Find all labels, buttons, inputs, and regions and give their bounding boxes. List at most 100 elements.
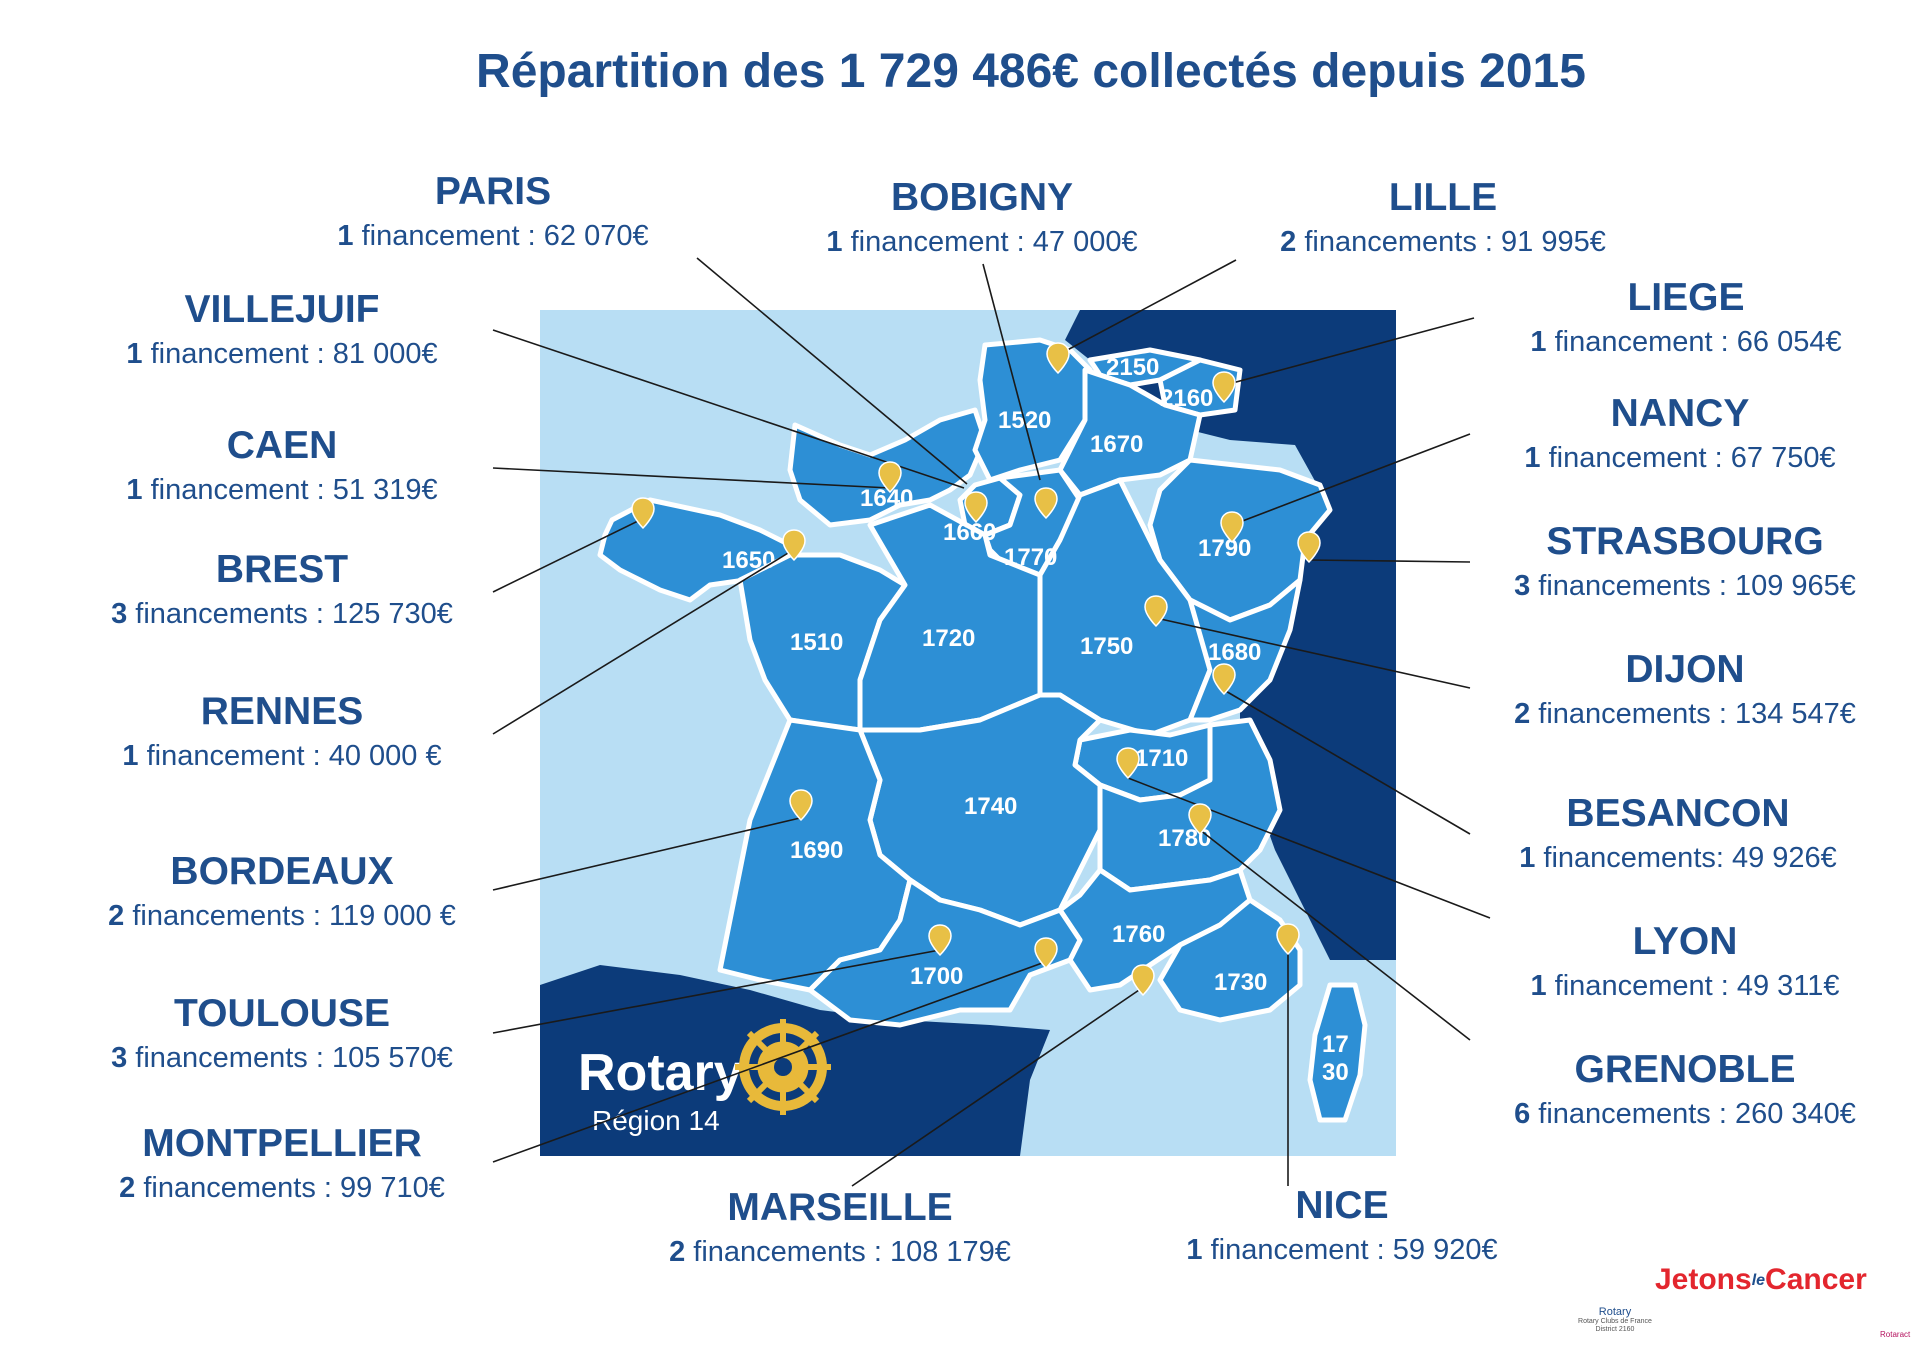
cancer-word: Cancer [1765,1263,1867,1296]
pin-icon-lyon [1116,747,1140,780]
funding-count: 3 [111,1042,128,1074]
region-label-1790: 1790 [1198,535,1251,562]
city-name: RENNES [200,690,364,733]
city-funding: 1 financement : 47 000€ [702,224,1262,260]
leader-line-marseille [851,987,1143,1187]
funding-count: 1 [122,740,139,772]
leader-line-paris [696,257,968,485]
city-funding: 1 financement : 51 319€ [2,472,562,508]
pin-icon-lille [1046,342,1070,375]
leader-line-nancy [1231,433,1471,526]
city-toulouse: TOULOUSE 3 financements : 105 570€ [2,990,562,1076]
pin-icon-brest [631,497,655,530]
funding-detail: financements : 99 710€ [135,1172,445,1204]
funding-count: 2 [119,1172,136,1204]
funding-detail: financement : 67 750€ [1540,442,1836,474]
city-funding: 1 financement : 67 750€ [1400,440,1920,476]
funding-detail: financement : 81 000€ [142,338,438,370]
city-name: LYON [1632,920,1738,963]
city-liege: LIEGE 1 financement : 66 054€ [1406,274,1920,360]
city-bobigny: BOBIGNY 1 financement : 47 000€ [702,174,1262,260]
leader-line-lille [1057,259,1237,356]
region-label-1730: 1730 [1214,969,1267,996]
pin-icon-bobigny [1034,487,1058,520]
region-label-1680: 1680 [1208,639,1261,666]
rotary-district-sub1: Rotary Clubs de France [1578,1318,1652,1325]
funding-count: 1 [337,220,354,252]
city-name: GRENOBLE [1574,1048,1796,1091]
leader-line-montpellier [492,961,1046,1163]
city-villejuif: VILLEJUIF 1 financement : 81 000€ [2,286,562,372]
city-lille: LILLE 2 financements : 91 995€ [1163,174,1723,260]
leader-line-brest [492,519,641,593]
city-name: TOULOUSE [174,992,390,1035]
leader-line-rennes [492,549,794,735]
city-dijon: DIJON 2 financements : 134 547€ [1405,646,1920,732]
map-regions [597,337,1368,1123]
city-funding: 6 financements : 260 340€ [1405,1096,1920,1132]
city-nice: NICE 1 financement : 59 920€ [1062,1182,1622,1268]
city-name: NANCY [1610,392,1750,435]
rotary-logo-word: Rotary [578,1044,743,1102]
funding-detail: financements : 119 000 € [124,900,456,932]
funding-detail: financements : 108 179€ [685,1236,1011,1268]
city-name: BREST [215,548,349,591]
leader-line-dijon [1155,617,1471,689]
city-funding: 1 financements: 49 926€ [1398,840,1920,876]
city-name: BOBIGNY [890,176,1073,219]
leader-line-lyon [1127,777,1491,919]
region-label-1760: 1760 [1112,921,1165,948]
region-1670-shape [1057,367,1203,498]
leader-line-bordeaux [492,817,801,891]
funding-detail: financement : 49 311€ [1546,970,1840,1002]
city-name: LILLE [1388,176,1498,219]
rotary-district-logo: Rotary Rotary Clubs de France District 2… [1575,1306,1655,1334]
pin-icon-dijon [1144,595,1168,628]
region-label-1770: 1770 [1004,544,1057,571]
rotary-wheel-icon [735,1019,831,1115]
funding-detail: financements: 49 926€ [1535,842,1837,874]
region-corse-shape [1307,982,1368,1123]
city-funding: 1 financement : 49 311€ [1405,968,1920,1004]
funding-detail: financements : 109 965€ [1530,570,1856,602]
city-funding: 1 financement : 40 000 € [2,738,562,774]
funding-count: 2 [669,1236,686,1268]
funding-count: 1 [1519,842,1536,874]
city-name: NICE [1295,1184,1389,1227]
leader-line-toulouse [492,949,941,1034]
city-funding: 3 financements : 109 965€ [1405,568,1920,604]
region-label-1750: 1750 [1080,633,1133,660]
region-labels: 1520 2150 2160 1670 1640 1660 1770 1790 … [722,354,1349,1086]
city-funding: 2 financements : 99 710€ [2,1170,562,1206]
city-funding: 2 financements : 134 547€ [1405,696,1920,732]
pin-icon-nice [1276,923,1300,956]
funding-detail: financement : 47 000€ [842,226,1138,258]
city-funding: 1 financement : 59 920€ [1062,1232,1622,1268]
region-label-1710: 1710 [1135,745,1188,772]
city-funding: 1 financement : 81 000€ [2,336,562,372]
city-nancy: NANCY 1 financement : 67 750€ [1400,390,1920,476]
city-bordeaux: BORDEAUX 2 financements : 119 000 € [2,848,562,934]
region-label-1690: 1690 [790,837,843,864]
funding-count: 1 [1524,442,1541,474]
pin-icon-toulouse [928,924,952,957]
funding-count: 3 [1514,570,1531,602]
funding-detail: financements : 91 995€ [1296,226,1606,258]
region-label-1660: 1660 [943,519,996,546]
region-label-1720: 1720 [922,625,975,652]
funding-count: 1 [1530,326,1547,358]
funding-detail: financement : 51 319€ [142,474,438,506]
jetons-le-word: le [1751,1272,1766,1290]
city-funding: 2 financements : 119 000 € [2,898,562,934]
pin-icon-caen [878,461,902,494]
page-title: Répartition des 1 729 486€ collectés dep… [476,45,1586,98]
city-rennes: RENNES 1 financement : 40 000 € [2,688,562,774]
city-name: DIJON [1625,648,1745,691]
pin-icon-liege [1212,371,1236,404]
region-label-1700: 1700 [910,963,963,990]
leader-line-caen [492,467,891,489]
city-paris: PARIS 1 financement : 62 070€ [213,168,773,254]
funding-count: 1 [826,226,843,258]
rotaract-logo: Rotaract [1880,1330,1911,1339]
